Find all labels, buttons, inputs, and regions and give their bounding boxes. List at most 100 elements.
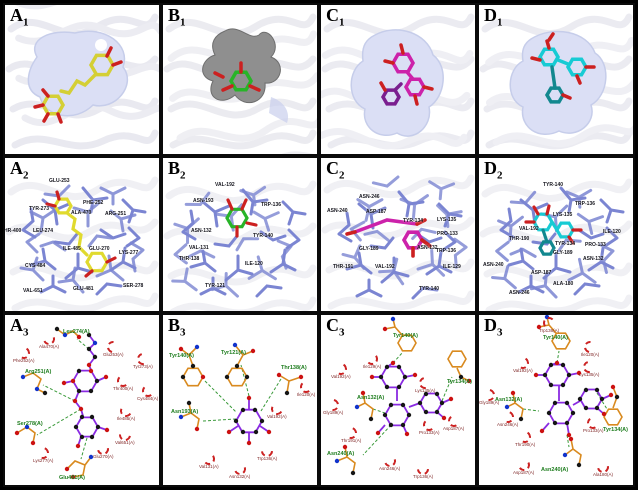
hbond-residue-label: Asn132(A) [357,395,385,401]
residue-label: Ile120(A) [297,392,316,397]
residue-label: Lys135(A) [415,388,436,393]
protein-surface-view [163,5,317,154]
residue-label: Ile120(A) [581,352,600,357]
hydrophobic-contact: Asn246(A) [497,408,518,427]
residue-label: Val131(A) [199,464,219,469]
panel-label: A3 [10,315,29,339]
residue-label: Trp136(A) [539,328,560,333]
residue-label: ILE-485 [63,246,81,252]
residue-label: ASN-132 [417,245,438,251]
panel-c3: C3 [319,313,477,487]
hydrophobic-contact: Thr400(A) [113,375,133,391]
ligand-sticks [213,61,261,92]
panel-label: D3 [484,315,503,339]
hydrogen-bonds [362,351,453,456]
residue-label: Lys277(A) [33,458,54,463]
residue-label: TYR-134 [403,218,424,224]
hydrophobic-arc-icon [141,385,154,397]
residue-label: Pro133(A) [583,428,604,433]
hydrophobic-contact: Asn246(A) [379,453,400,471]
hydrophobic-contact: Val192(A) [513,355,533,373]
atoms [14,326,110,480]
residue-label: ARG-251 [105,211,127,217]
hbond-residue-label: Asn240(A) [541,467,569,473]
residue-label: THR-191 [333,264,354,270]
ligand-sticks [345,218,432,258]
residue-label: LEU-274 [33,228,54,234]
hydrophobic-contact: Glu253(A) [103,338,124,357]
residue-label: ASN-240 [327,208,348,214]
hbond-residue-label: Leu274(A) [63,329,90,335]
ligand-skeleton [63,334,108,447]
hydrophobic-contact: Thr190(A) [515,429,536,447]
residue-label: Ala180(A) [593,472,614,477]
hbond-residue-label: Tyr140(A) [169,353,194,359]
residue-bonds [16,328,92,478]
residue-label: Val192(A) [267,414,287,419]
residue-label: PRO-133 [585,242,606,248]
residue-label: ASN-240 [483,262,504,268]
residue-label: GLY-189 [359,246,379,252]
residue-label: PRO-133 [437,231,458,237]
hbond-residue-label: Tyr134(A) [603,427,628,433]
hydrophobic-contact: Ile120(A) [297,381,315,397]
hbond-residue-label: Glu481(A) [59,475,85,481]
hydrophobic-contact: Asp187(A) [443,414,465,431]
panel-a1: A1 [3,3,161,156]
hydrophobic-contact: Trp136(A) [257,442,277,461]
residue-label: ASN-246 [359,194,380,200]
hydrophobic-contact: Asp187(A) [513,458,534,475]
binding-pocket-surface [350,29,444,137]
residue-label: Thr400(A) [113,386,134,391]
residue-label: Lys135(A) [579,372,600,377]
hbond-residue-label: Ser278(A) [17,421,43,427]
residue-label: Trp136(A) [413,474,434,479]
ligand-sticks [524,204,583,256]
panel-d1: D1 [477,3,635,156]
residue-label: Tyr273(A) [133,364,153,369]
residue-label: VAL-131 [189,245,209,251]
residue-label: GLU-270 [89,246,110,252]
residue-label: TYR-140 [419,286,440,292]
residue-label: THR-190 [509,236,530,242]
hydrophobic-contact: Ile485(A) [117,403,135,421]
hydrophobic-contact: Pro133(A) [419,419,440,435]
panel-a2: A2 GLU-253 PHE-252 TYR-273 ALA-470 ARG-2… [3,156,161,313]
residue-label: LYS-135 [437,217,457,223]
residue-label: GLY-189 [553,250,573,256]
residue-label: Ile129(A) [363,364,382,369]
hbond-residue-label: Asn132(A) [495,397,523,403]
hydrophobic-contact: Cys484(A) [137,385,158,401]
residue-label: ASP-187 [366,209,387,215]
hydrophobic-contact: Gly189(A) [479,386,500,405]
hydrophobic-arc-icon [202,453,215,465]
hydrophobic-contact: Glu270(A) [93,440,114,459]
hydrophobic-contact: Gly189(A) [323,396,343,415]
residue-label: LYS-135 [553,212,573,218]
panel-b1: B1 [161,3,319,156]
residue-label: VAL-651 [23,288,43,294]
residue-label: ASN-132 [583,256,604,262]
interaction-diagram [178,342,304,446]
hydrophobic-contact: Lys277(A) [33,444,54,463]
binding-site-view [163,158,317,311]
residue-label: TYR-134 [555,241,576,247]
hydrophobic-contact: Pro133(A) [583,416,604,433]
panel-label: D1 [484,5,503,29]
hydrophobic-contact: Trp136(A) [413,460,434,479]
residue-label: Val651(A) [115,440,135,445]
residue-label: Glu253(A) [103,352,124,357]
residue-label: CYS-484 [25,263,46,269]
hydrophobic-contact: Lys135(A) [415,374,436,393]
residue-label: Gly189(A) [479,400,500,405]
protein-surface-view [321,5,475,154]
panel-label: B2 [168,158,186,182]
residue-label: Thr190(A) [515,442,536,447]
panel-label: C1 [326,5,345,29]
atoms [334,316,472,476]
residue-label: Asp187(A) [443,426,465,431]
ligand-sticks [45,190,117,278]
hbond-residue-label: Arg251(A) [25,369,52,375]
hydrophobic-contact: Tyr273(A) [133,350,153,369]
hydrophobic-contact: Lys135(A) [579,358,600,377]
